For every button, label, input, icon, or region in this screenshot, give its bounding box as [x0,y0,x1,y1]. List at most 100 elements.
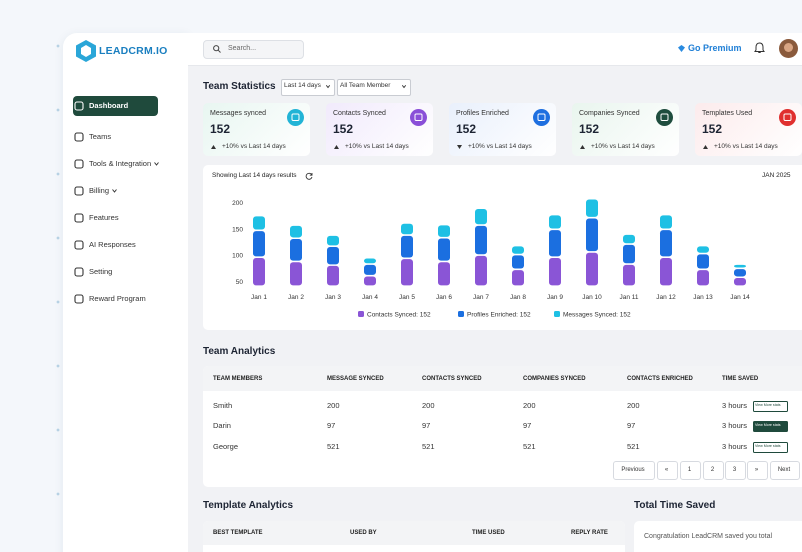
nav-item[interactable]: Teams [89,132,112,141]
nav-icon [74,186,84,196]
go-premium[interactable]: Go Premium [688,43,742,53]
stat-icon [410,109,427,126]
stat-icon-bg [656,109,673,126]
view-more-button[interactable] [753,401,788,412]
trend-triangle [211,145,216,149]
pagination-label[interactable]: 2 [710,467,715,473]
filter-label[interactable]: Last 14 days [284,82,321,89]
table-cell: 200 [422,401,435,410]
pagination-label[interactable]: « [664,467,669,473]
chart-period: JAN 2025 [762,172,791,179]
bar-segment [401,259,413,286]
trend-triangle [457,145,462,149]
legend-label: Profiles Enriched: 152 [467,312,531,319]
pagination-label[interactable]: Next [777,467,791,473]
chevron [401,85,407,89]
filter-chevron [401,85,407,89]
premium-icon [678,45,685,52]
view-more-button[interactable] [753,442,788,453]
nav-item[interactable]: Dashboard [89,101,129,110]
nav-icon-shape [74,159,84,169]
legend-label: Messages Synced: 152 [563,312,631,319]
pagination-label[interactable]: » [754,467,759,473]
bar-segment [586,252,598,286]
search-box[interactable] [203,40,304,59]
nav-active-bg[interactable] [73,96,158,116]
column-header: CONTACTS SYNCED [422,376,482,382]
stat-icon [779,109,796,126]
bar-segment [475,225,487,255]
y-tick-label: 50 [236,279,244,286]
nav-item[interactable]: Billing [89,186,110,195]
nav-item[interactable]: Features [89,213,119,222]
column-header: TIME USED [472,530,505,536]
bar-segment [512,246,524,254]
pagination-button[interactable] [703,461,724,480]
trend-arrow [580,145,585,149]
pagination-button[interactable] [770,461,800,480]
y-tick-label: 200 [232,200,243,207]
table-cell: 97 [327,421,336,430]
search-placeholder[interactable]: Search... [228,45,257,52]
bar-segment [660,230,672,257]
bar-segment [438,225,450,237]
column-header: TEAM MEMBERS [213,376,263,382]
pagination-button[interactable] [680,461,701,480]
stat-icon [287,109,304,126]
pagination-label[interactable]: 3 [732,467,737,473]
nav-item[interactable]: AI Responses [89,240,136,249]
stat-change: +10% vs Last 14 days [345,143,409,150]
bar-segment [327,246,339,265]
bar-segment [290,225,302,238]
table-header-bg [203,521,625,545]
chevron [154,162,160,166]
nav-item[interactable]: Setting [89,267,113,276]
nav-icon-shape [74,132,84,142]
stat-icon [656,109,673,126]
nav-icon [74,132,84,142]
refresh [305,172,313,180]
pagination-button[interactable] [747,461,768,480]
section-title: Team Analytics [203,346,276,357]
nav-icon-shape [74,101,84,111]
pagination-button[interactable] [725,461,746,480]
nav-chevron [112,189,117,193]
view-more-label[interactable]: View More stats [755,403,781,407]
table-cell: 3 hours [722,401,748,410]
filter-label[interactable]: All Team Member [340,82,391,89]
filter-select[interactable] [337,79,411,96]
view-more-button[interactable] [753,421,788,432]
bar-segment [734,264,746,268]
pagination-button[interactable] [613,461,655,480]
stat-change: +10% vs Last 14 days [468,143,532,150]
stat-icon-bg [287,109,304,126]
bar-segment [401,223,413,235]
nav-item[interactable]: Reward Program [89,294,146,303]
search-icon [213,45,221,53]
legend-swatch [458,311,464,317]
nav-item[interactable]: Tools & Integration [89,159,152,168]
bar-segment [623,244,635,264]
bar-segment [327,265,339,286]
table-cell: 97 [422,421,431,430]
bar-segment [364,264,376,275]
pagination-button[interactable] [657,461,678,480]
filter-select[interactable] [281,79,335,96]
view-more-label[interactable]: View More stats [755,444,781,448]
avatar [779,39,798,58]
bar-segment [364,258,376,264]
pagination-label[interactable]: 1 [687,467,692,473]
column-header: CONTACTS ENRICHED [627,376,693,382]
sidebar [63,33,188,552]
nav-icon-shape [74,240,84,250]
table-cell: Darin [213,421,231,430]
stat-value: 152 [579,122,600,136]
view-more-label[interactable]: View More stats [755,423,781,427]
stat-label: Templates Used [702,110,753,117]
logo-hex-inner [81,45,91,57]
bar-segment [290,262,302,286]
pagination-label[interactable]: Previous [621,467,645,473]
nav-icon-shape [74,267,84,277]
stat-icon [533,109,550,126]
column-header: TIME SAVED [722,376,759,382]
